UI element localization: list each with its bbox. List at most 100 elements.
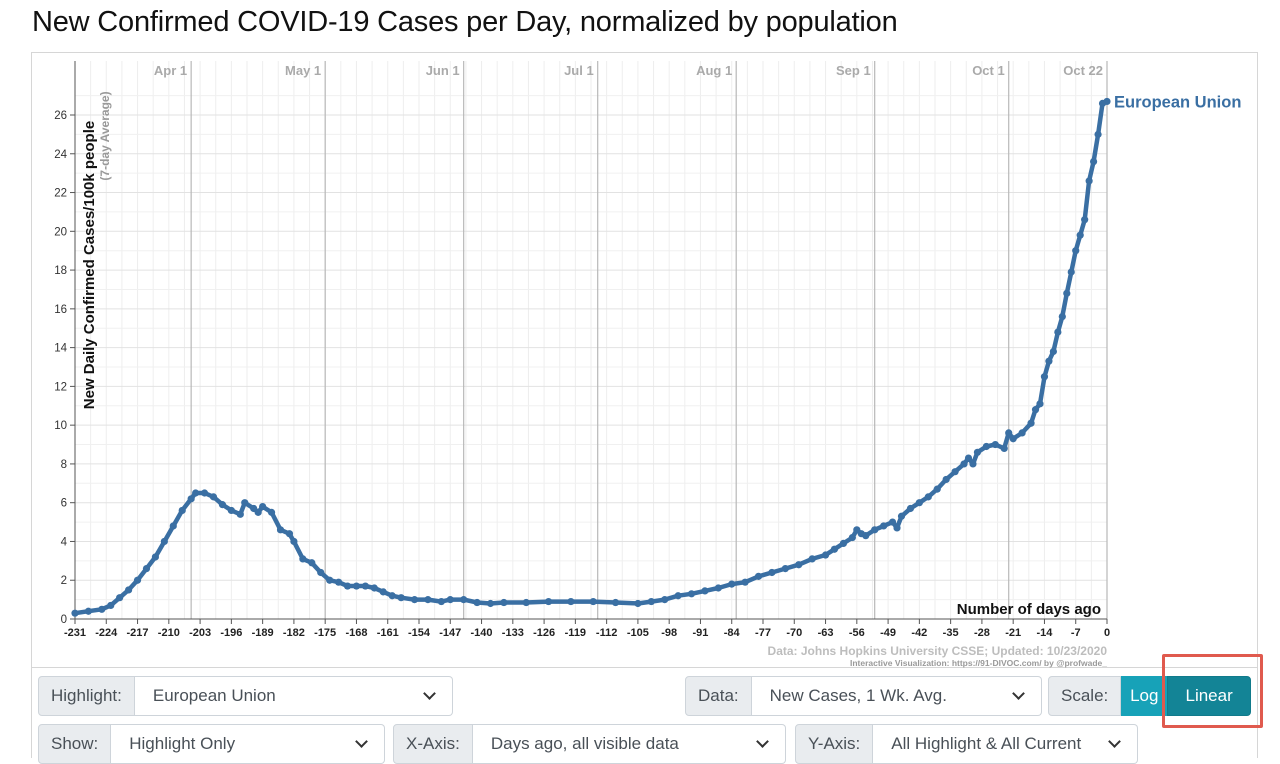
data-point	[326, 576, 334, 584]
data-point	[1005, 429, 1013, 437]
x-tick-label: -203	[189, 627, 211, 639]
annotation-highlight-box	[1162, 654, 1263, 728]
data-point	[589, 597, 597, 606]
data-point	[209, 493, 218, 501]
xaxis-select[interactable]: Days ago, all visible data	[472, 724, 786, 764]
data-point	[830, 545, 839, 553]
chevron-down-icon	[423, 687, 436, 700]
data-point	[379, 588, 387, 596]
data-point	[285, 530, 294, 538]
date-markers: Apr 1 May 1 Jun 1 Jul 1 Aug 1 Sep 1 Oct 1 Oct 2…	[154, 61, 1108, 619]
data-point	[1040, 373, 1049, 381]
x-tick-label: -217	[127, 627, 149, 639]
chevron-down-icon	[355, 735, 368, 748]
data-select[interactable]: New Cases, 1 Wk. Avg.	[751, 676, 1042, 716]
x-tick-label: -175	[314, 627, 336, 639]
highlight-select[interactable]: European Union	[134, 676, 453, 716]
scale-control: Scale: Log Linear	[1048, 676, 1251, 716]
yaxis-label: Y-Axis:	[795, 724, 874, 764]
data-point	[880, 522, 888, 530]
data-point	[544, 597, 553, 606]
data-point	[862, 532, 870, 540]
data-point	[1076, 231, 1084, 239]
data-point	[370, 584, 378, 592]
y-axis-subtitle: (7-day Average)	[98, 91, 112, 180]
data-point	[741, 578, 749, 586]
data-point	[906, 504, 915, 513]
data-select-value: New Cases, 1 Wk. Avg.	[769, 686, 947, 705]
data-point	[687, 590, 696, 598]
x-tick-label: -119	[565, 627, 586, 639]
data-point	[714, 584, 722, 592]
date-marker-label: Jun 1	[426, 63, 460, 78]
grid-layer	[74, 61, 1108, 620]
x-tick-label: -35	[943, 627, 959, 639]
date-marker-label: Sep 1	[836, 63, 871, 78]
data-point	[299, 555, 307, 563]
data-point	[334, 578, 343, 586]
data-point	[1036, 400, 1044, 408]
data-point	[410, 596, 419, 604]
data-point	[486, 599, 495, 608]
data-point	[343, 582, 352, 590]
show-select[interactable]: Highlight Only	[111, 724, 385, 764]
data-point	[991, 440, 999, 449]
data-label: Data:	[685, 676, 752, 716]
x-tick-label: -168	[345, 627, 367, 639]
yaxis-select[interactable]: All Highlight & All Current	[873, 724, 1138, 764]
data-point	[1085, 177, 1093, 185]
data-point	[1094, 130, 1102, 138]
controls-panel	[31, 668, 1258, 758]
data-point	[361, 582, 369, 590]
date-marker-label: Jul 1	[564, 63, 594, 78]
data-point	[1103, 97, 1111, 106]
y-tick-label: 22	[54, 188, 67, 200]
data-point	[754, 572, 763, 580]
x-tick-label: -14	[1037, 627, 1054, 639]
data-point	[352, 582, 361, 590]
data-point	[169, 522, 177, 530]
data-point	[1081, 216, 1089, 224]
data-point	[1049, 347, 1057, 356]
data-point	[98, 605, 106, 613]
data-point	[151, 553, 160, 561]
data-point	[276, 526, 285, 534]
x-tick-label: -98	[661, 627, 677, 639]
data-point	[1067, 268, 1075, 276]
y-tick-label: 8	[61, 459, 67, 471]
data-point	[1058, 313, 1066, 321]
date-marker-label: Aug 1	[696, 63, 732, 78]
show-control: Show: Highlight Only	[38, 724, 385, 764]
data-point	[973, 448, 982, 456]
y-tick-label: 6	[61, 498, 67, 510]
data-point	[187, 495, 195, 503]
series-layer	[71, 97, 1111, 617]
scale-log-button[interactable]: Log	[1121, 676, 1168, 716]
data-point	[446, 596, 454, 604]
data-point	[192, 489, 200, 497]
x-tick-label: -154	[408, 627, 431, 639]
data-point	[178, 506, 186, 515]
data-point	[768, 568, 776, 577]
x-tick-label: -84	[724, 627, 741, 639]
chevron-down-icon	[1108, 735, 1121, 748]
data-point	[781, 565, 789, 573]
data-point	[897, 512, 906, 520]
x-tick-label: -189	[252, 627, 274, 639]
data-point	[473, 598, 481, 607]
data-point	[236, 510, 244, 518]
data-point	[808, 555, 816, 563]
data-point	[71, 609, 79, 617]
data-point	[969, 460, 977, 468]
line-chart[interactable]: Apr 1 May 1 Jun 1 Jul 1 Aug 1 Sep 1 Oct 1 Oct 2…	[32, 53, 1259, 669]
highlight-control: Highlight: European Union	[38, 676, 453, 716]
y-tick-label: 0	[61, 614, 67, 626]
data-source-text: Data: Johns Hopkins University CSSE; Upd…	[768, 644, 1108, 658]
data-point	[460, 596, 468, 604]
data-point	[1031, 406, 1040, 414]
data-point	[388, 592, 396, 600]
scale-linear-button[interactable]: Linear	[1167, 676, 1251, 716]
data-point	[915, 499, 923, 507]
series-line-european-union	[72, 99, 1110, 616]
show-select-value: Highlight Only	[129, 734, 236, 753]
